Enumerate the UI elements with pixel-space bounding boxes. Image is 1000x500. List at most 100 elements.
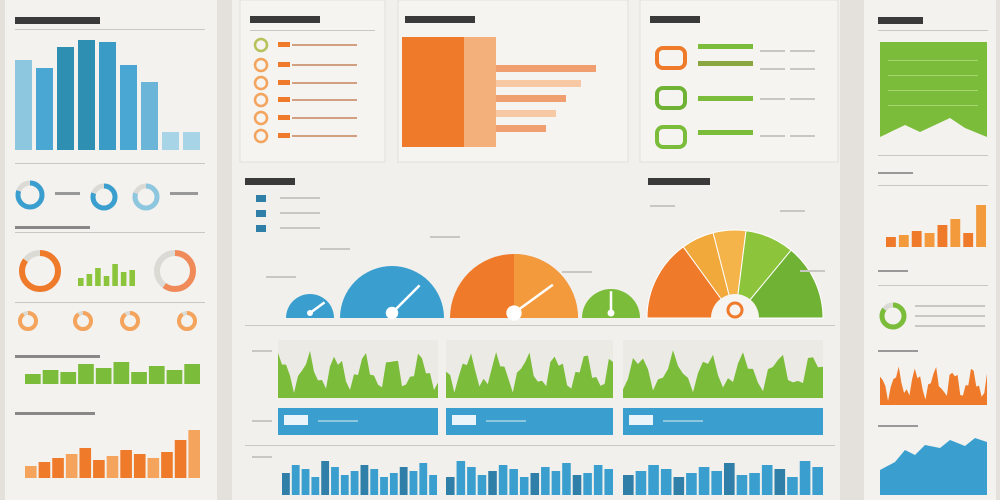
orange-bar	[25, 466, 37, 478]
orange-hbar	[496, 80, 581, 87]
bar	[141, 82, 158, 150]
text-line	[55, 192, 80, 195]
text-line	[292, 82, 357, 84]
big-number-glyph	[655, 46, 687, 70]
list-icon	[253, 92, 269, 108]
blue-banner	[623, 408, 823, 435]
blue-bar	[340, 475, 349, 495]
green-area	[278, 350, 438, 398]
section-title	[648, 178, 710, 185]
blue-bar	[623, 475, 634, 495]
gauge-hub	[385, 306, 399, 320]
blue-bar	[370, 469, 379, 495]
list-value	[278, 97, 290, 102]
big-number-glyph	[655, 86, 687, 110]
banner-text	[629, 415, 653, 425]
small-donut	[132, 183, 160, 211]
green-bar	[184, 364, 200, 384]
bar	[99, 42, 116, 150]
text-line	[15, 163, 205, 164]
blue-bar	[648, 465, 659, 495]
blue-bar	[321, 461, 330, 495]
orange-bar	[106, 456, 119, 478]
text-line	[790, 68, 815, 70]
text-line	[663, 420, 703, 422]
orange-hbar	[496, 110, 556, 117]
blue-bar	[572, 475, 582, 495]
text-line	[760, 50, 785, 52]
blue-bar	[488, 471, 497, 495]
text-line	[790, 135, 815, 137]
orange-bar	[924, 233, 935, 247]
green-bar	[25, 374, 41, 384]
blue-bar	[583, 473, 592, 495]
orange-hbar	[496, 65, 596, 72]
text-line	[878, 185, 988, 186]
bar	[120, 65, 137, 150]
orange-bar	[120, 450, 132, 478]
list-icon	[253, 37, 269, 53]
text-line	[245, 325, 835, 326]
gauge	[340, 266, 444, 318]
small-donut	[15, 180, 45, 210]
blue-bar	[749, 473, 760, 495]
text-line	[15, 302, 205, 303]
gauge-needle	[391, 284, 421, 314]
orange-bar	[976, 205, 986, 247]
blue-bar	[593, 465, 603, 495]
list-value	[278, 133, 290, 138]
pie-center-icon	[726, 301, 744, 319]
blue-bar	[711, 471, 722, 495]
text-line	[252, 350, 272, 352]
orange-hbar	[496, 125, 546, 132]
green-bar	[166, 370, 183, 384]
blue-bar	[498, 465, 508, 495]
legend-square	[256, 195, 266, 202]
text-line	[245, 445, 835, 446]
text-line	[915, 325, 985, 327]
orange-bar	[950, 219, 961, 247]
pie-center	[711, 294, 759, 318]
orange-bar	[52, 458, 64, 478]
text-line	[15, 29, 205, 30]
text-line	[320, 248, 350, 250]
orange-bar	[65, 454, 78, 478]
text-line	[915, 305, 985, 307]
green-area	[446, 352, 613, 398]
small-donut	[90, 183, 118, 211]
blue-bar	[291, 465, 300, 495]
bar	[15, 60, 32, 150]
orange-bar	[79, 448, 92, 478]
green-bar	[113, 362, 130, 384]
blue-bar	[673, 477, 685, 495]
gauge	[286, 294, 334, 318]
blue-bar	[787, 477, 798, 495]
green-bar	[42, 370, 59, 384]
blue-bar	[736, 475, 748, 495]
blue-bar	[456, 461, 466, 495]
blue-bar	[519, 477, 529, 495]
orange-bar	[911, 231, 922, 247]
text-line	[15, 226, 90, 229]
mini-green-bar	[86, 274, 93, 286]
big-number-glyph	[655, 125, 687, 149]
green-hbar	[698, 61, 753, 66]
section-title	[15, 17, 100, 24]
text-line	[800, 270, 825, 272]
left-panel-content	[15, 17, 205, 478]
list-value	[278, 80, 290, 85]
text-line	[15, 355, 100, 358]
orange-area	[880, 366, 987, 405]
orange-bar	[38, 462, 51, 478]
text-line	[292, 99, 357, 101]
green-bar	[78, 364, 94, 384]
blue-bar	[562, 463, 571, 495]
orange-bar	[133, 454, 146, 478]
text-line	[562, 271, 592, 273]
blue-bar	[350, 471, 359, 495]
orange-ring	[73, 311, 93, 331]
text-line	[878, 285, 988, 286]
banner-text	[452, 415, 476, 425]
orange-bar	[93, 460, 105, 478]
